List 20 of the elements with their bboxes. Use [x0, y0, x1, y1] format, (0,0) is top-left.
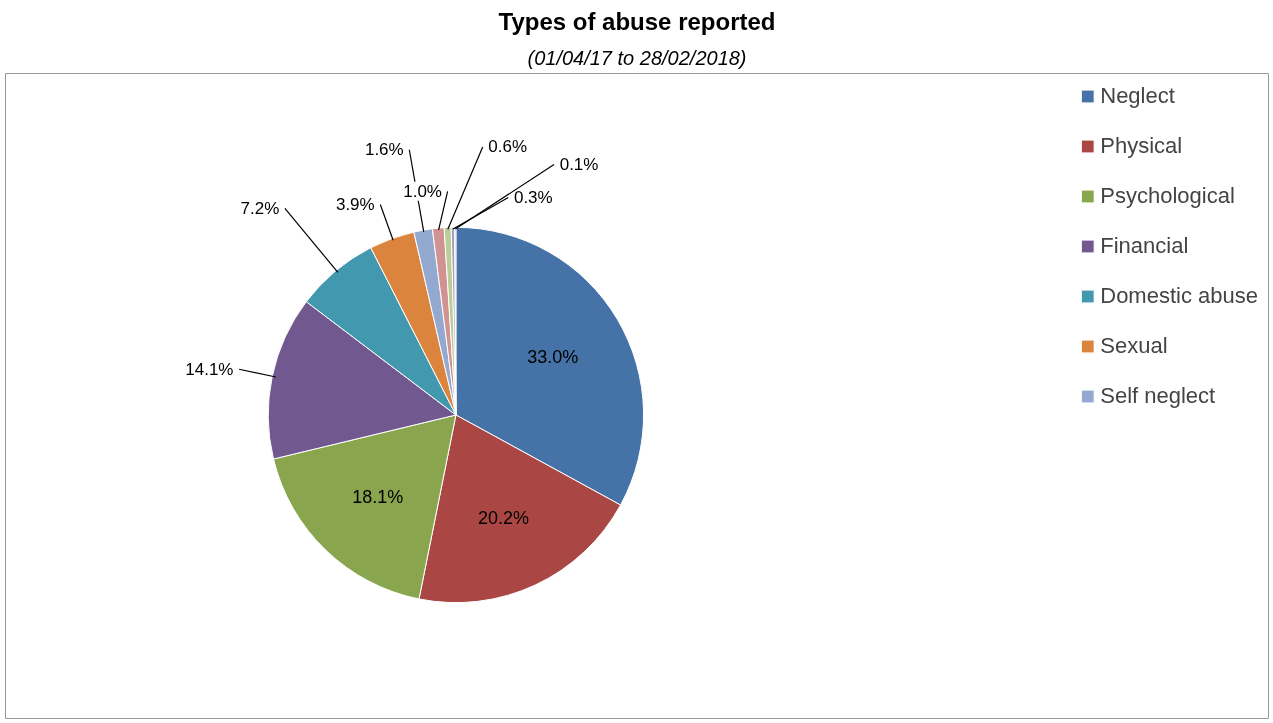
data-label: 1.0%: [403, 181, 442, 201]
legend-label: Self neglect: [1100, 383, 1216, 409]
legend-label: Psychological: [1100, 183, 1235, 209]
data-label: 7.2%: [240, 198, 280, 218]
data-label: 0.6%: [488, 137, 528, 157]
chart-subtitle: (01/04/17 to 28/02/2018): [527, 46, 747, 69]
data-label: 33.0%: [527, 346, 579, 367]
legend-label: Financial: [1100, 233, 1189, 259]
data-label: 18.1%: [352, 487, 404, 508]
data-label: 0.3%: [513, 187, 553, 207]
chart-title: Types of abuse reported: [498, 7, 776, 35]
data-label: 3.9%: [335, 195, 375, 215]
legend-label: Domestic abuse: [1100, 283, 1258, 309]
data-label: 1.6%: [364, 140, 404, 160]
legend-label: Sexual: [1100, 333, 1168, 359]
data-label: 14.1%: [185, 359, 234, 379]
data-label: 0.1%: [559, 155, 599, 175]
legend-label: Physical: [1100, 133, 1183, 159]
legend-label: Neglect: [1100, 83, 1175, 109]
data-label: 20.2%: [477, 508, 530, 529]
